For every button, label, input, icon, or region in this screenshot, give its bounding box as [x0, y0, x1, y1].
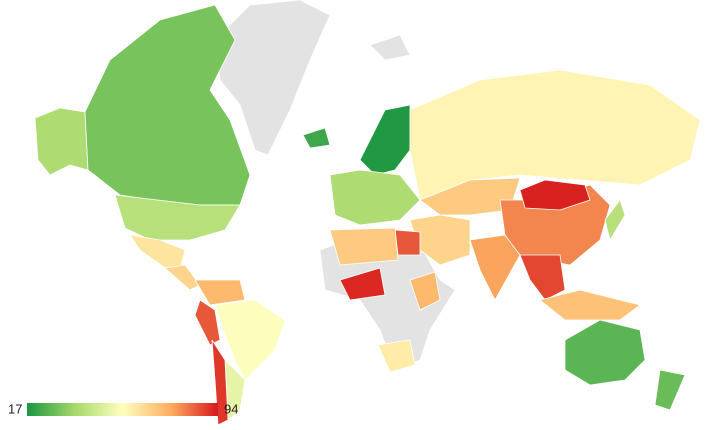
- region: [359, 104, 411, 176]
- region: [654, 369, 686, 411]
- region: [377, 339, 416, 373]
- regions: [34, 4, 701, 426]
- region: [194, 299, 221, 346]
- region: [84, 4, 251, 206]
- region: [114, 194, 241, 241]
- region: [409, 69, 701, 201]
- region: [539, 289, 641, 321]
- region: [194, 279, 246, 306]
- region: [329, 169, 421, 226]
- region: [329, 227, 399, 266]
- no-data-regions: [214, 0, 456, 371]
- region: [164, 264, 201, 291]
- region: [339, 267, 386, 301]
- region: [34, 107, 89, 176]
- region: [409, 271, 441, 311]
- legend-max-label: 94: [224, 401, 238, 416]
- arctic-islands: [369, 34, 411, 61]
- legend-gradient: [27, 403, 218, 416]
- region: [214, 299, 286, 381]
- region: [469, 234, 521, 301]
- region: [211, 339, 229, 426]
- legend-min-label: 17: [8, 401, 22, 416]
- region: [302, 127, 331, 149]
- greenland: [214, 0, 331, 156]
- region: [519, 254, 566, 301]
- region: [604, 199, 626, 242]
- region: [519, 179, 591, 211]
- region: [564, 319, 646, 386]
- region: [394, 229, 421, 256]
